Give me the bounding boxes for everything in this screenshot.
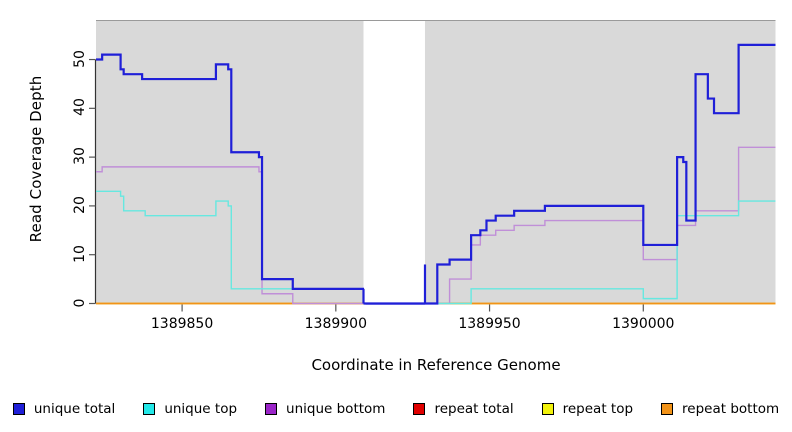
- legend-item-unique-bottom[interactable]: unique bottom: [265, 401, 385, 417]
- y-tick-label-0: 0: [72, 298, 88, 307]
- panel-background-right: [424, 20, 776, 304]
- y-tick-label-50: 50: [72, 49, 88, 68]
- legend-item-repeat-bottom[interactable]: repeat bottom: [661, 401, 779, 417]
- legend-label: unique bottom: [286, 401, 386, 417]
- x-axis-title: Coordinate in Reference Genome: [311, 356, 561, 374]
- legend-item-repeat-top[interactable]: repeat top: [541, 401, 634, 417]
- legend-label: repeat total: [434, 401, 514, 417]
- y-tick-label-20: 20: [72, 196, 88, 214]
- legend-label: repeat top: [562, 401, 634, 417]
- gap-mask: [363, 21, 425, 304]
- y-tick-label-10: 10: [72, 244, 88, 263]
- legend-swatch-icon: [413, 403, 426, 415]
- series-unique-total: [96, 43, 776, 305]
- panel-background-left: [96, 20, 364, 304]
- y-tick-label-40: 40: [72, 98, 88, 117]
- legend-item-repeat-total[interactable]: repeat total: [413, 401, 514, 417]
- x-tick-label-1390000: 1390000: [612, 315, 675, 332]
- legend-swatch-icon: [12, 403, 25, 415]
- legend-swatch-icon: [143, 403, 156, 415]
- legend-swatch-icon: [541, 403, 554, 415]
- legend-swatch-icon: [661, 403, 674, 415]
- chart-legend: unique total unique top unique bottom repea…: [0, 396, 792, 422]
- x-tick-label-1389850: 1389850: [150, 315, 214, 332]
- legend-label: unique total: [33, 401, 116, 417]
- legend-swatch-icon: [265, 403, 278, 415]
- legend-item-unique-total[interactable]: unique total: [12, 401, 116, 417]
- legend-label: repeat bottom: [682, 401, 780, 417]
- x-tick-label-1389900: 1389900: [304, 315, 367, 332]
- y-tick-label-30: 30: [72, 147, 88, 166]
- x-tick-label-1389950: 1389950: [458, 315, 521, 332]
- legend-label: unique top: [164, 401, 238, 417]
- legend-item-unique-top[interactable]: unique top: [143, 401, 237, 417]
